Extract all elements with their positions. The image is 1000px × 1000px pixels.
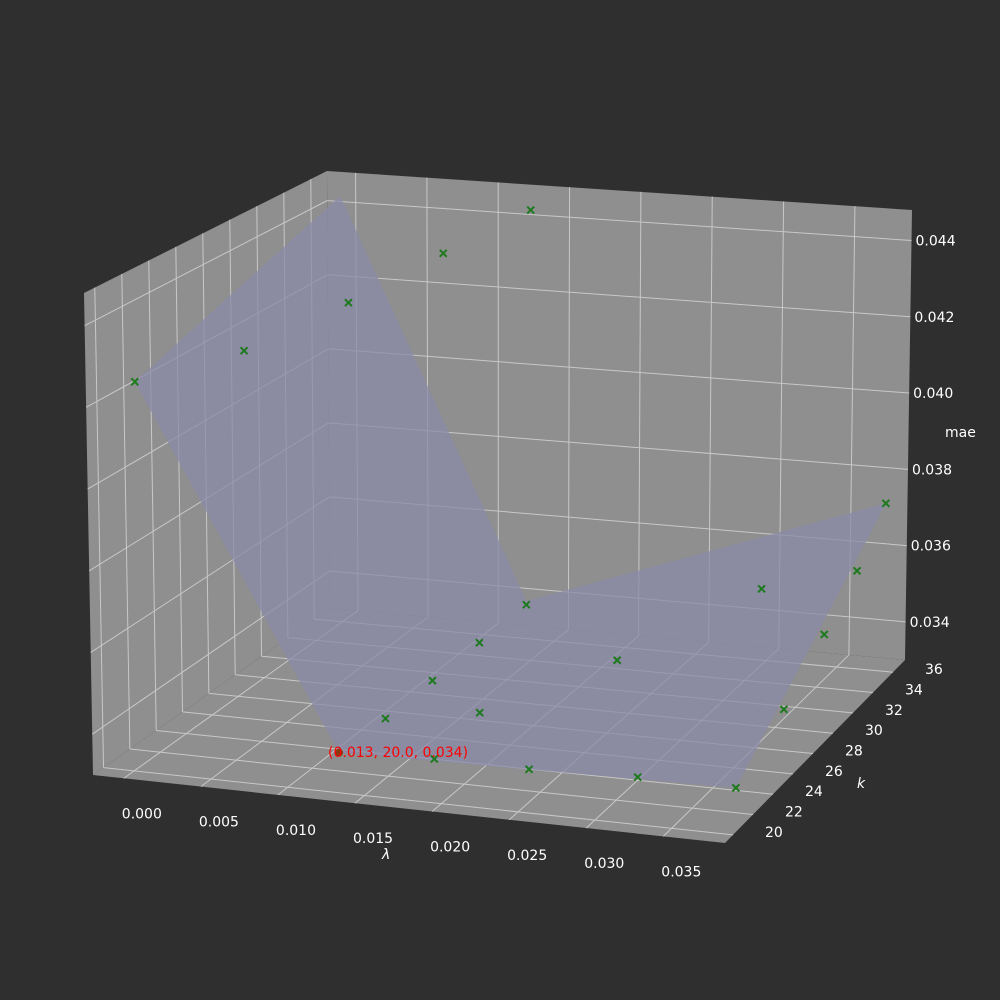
minimum-point (335, 748, 344, 757)
x-marker (428, 676, 437, 685)
data-markers (130, 205, 891, 793)
z-tick-label: 0.038 (912, 462, 952, 478)
z-tick-label: 0.034 (910, 615, 950, 631)
x-marker-stroke (852, 566, 862, 576)
y-tick-label: 32 (885, 703, 903, 719)
x-marker-stroke (475, 708, 484, 717)
y-tick-label: 22 (785, 805, 803, 821)
y-grid-left (94, 287, 105, 768)
x-marker-stroke (612, 656, 622, 665)
y-grid-left (121, 274, 131, 750)
x-marker-stroke (475, 638, 484, 647)
x-marker (526, 205, 535, 215)
x-marker-stroke (731, 783, 741, 793)
x-axis-label: λ (381, 847, 390, 863)
x-grid-back (638, 191, 642, 636)
x-tick-label: 0.025 (507, 848, 547, 864)
x-marker-stroke (428, 676, 437, 685)
y-tick-label: 28 (845, 744, 863, 760)
x-marker (852, 566, 862, 576)
x-marker (779, 705, 789, 714)
surface-patch (339, 503, 886, 788)
z-tick-label: 0.044 (916, 234, 956, 250)
x-grid-back (567, 187, 571, 630)
x-marker (381, 714, 390, 723)
z-axis-label: mae (945, 425, 976, 441)
surface-mesh (134, 196, 886, 788)
x-marker (239, 346, 249, 355)
x-marker-stroke (344, 298, 353, 307)
x-marker-stroke (522, 600, 531, 609)
z-grid-back (328, 348, 910, 394)
x-marker-stroke (881, 499, 891, 508)
x-marker-stroke (524, 765, 534, 774)
x-marker-stroke (633, 772, 642, 782)
minimum-annotation: (0.013, 20.0, 0.034) (328, 745, 468, 761)
x-tick-label: 0.020 (430, 839, 470, 855)
x-marker (475, 708, 484, 717)
x-marker-stroke (779, 705, 789, 714)
x-marker (130, 377, 139, 386)
y-tick-label: 20 (765, 825, 783, 841)
x-marker (820, 630, 829, 639)
x-marker (633, 772, 642, 782)
x-tick-label: 0.010 (276, 823, 316, 839)
x-tick-label: 0.035 (661, 864, 701, 880)
x-tick-label: 0.005 (199, 815, 239, 831)
z-tick-label: 0.042 (914, 310, 954, 326)
y-tick-label: 24 (805, 784, 823, 800)
x-marker (439, 249, 448, 258)
y-grid-left (148, 260, 157, 731)
x-marker-stroke (757, 584, 766, 594)
z-grid-left (84, 200, 328, 327)
y-tick-label: 34 (905, 683, 923, 699)
x-marker (430, 754, 439, 764)
x-marker-stroke (526, 205, 535, 215)
z-tick-label: 0.036 (911, 539, 951, 555)
y-grid-left (175, 246, 184, 712)
x-tick-label: 0.030 (584, 856, 624, 872)
y-grid-floor (129, 748, 754, 816)
x-marker (522, 600, 531, 609)
x-marker-stroke (820, 630, 829, 639)
x-marker (475, 638, 484, 647)
x-marker-stroke (239, 346, 249, 355)
y-tick-label: 30 (865, 723, 883, 739)
x-marker (344, 298, 353, 307)
x-tick-label: 0.015 (353, 831, 393, 847)
x-marker (881, 499, 891, 508)
y-axis-label: k (857, 776, 866, 792)
y-grid-floor (103, 767, 734, 836)
x-marker (757, 584, 766, 594)
surface-patch (134, 196, 527, 753)
x-grid-back (848, 206, 856, 655)
x-marker-stroke (430, 754, 439, 764)
x-marker (524, 765, 534, 774)
x-tick-label: 0.000 (122, 806, 162, 822)
y-tick-label: 36 (925, 662, 943, 678)
z-grid-back (327, 200, 912, 242)
x-marker-stroke (439, 249, 448, 258)
x-marker-stroke (381, 714, 390, 723)
x-marker (731, 783, 741, 793)
x-marker (612, 656, 622, 665)
x-marker-stroke (130, 377, 139, 386)
y-tick-label: 26 (825, 764, 843, 780)
tick-labels: 0.000 0.005 0.010 0.015 0.020 0.025 0.030 0.035… (122, 234, 956, 881)
z-grid-back (327, 274, 911, 318)
z-tick-label: 0.040 (913, 386, 953, 402)
